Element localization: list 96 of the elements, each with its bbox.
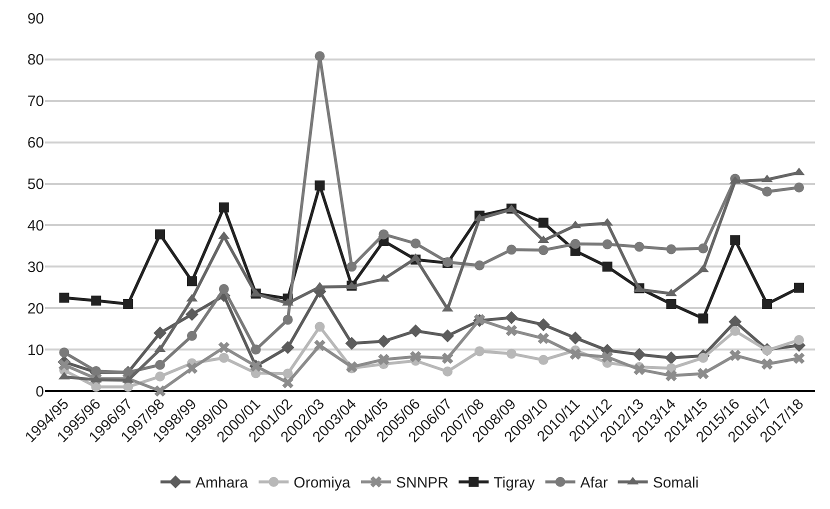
point <box>504 311 518 324</box>
point <box>666 244 676 254</box>
point <box>762 186 772 197</box>
point <box>664 351 678 364</box>
legend-label: Amhara <box>196 474 249 492</box>
point <box>186 276 197 286</box>
y-tick-label: 60 <box>27 134 44 152</box>
point <box>154 326 167 340</box>
y-tick-label: 40 <box>27 217 44 234</box>
point <box>185 308 198 321</box>
point <box>281 340 294 354</box>
point <box>59 347 70 358</box>
point <box>58 359 70 371</box>
point <box>762 298 772 309</box>
y-tick-label: 80 <box>27 52 44 69</box>
point <box>409 324 422 338</box>
point <box>378 229 389 240</box>
point <box>91 382 102 392</box>
point <box>602 239 612 250</box>
point <box>410 238 421 248</box>
point <box>761 358 773 370</box>
point <box>59 292 70 303</box>
point <box>538 354 548 365</box>
point <box>91 366 102 376</box>
point <box>602 351 613 363</box>
point <box>442 366 453 377</box>
point <box>634 242 644 252</box>
point <box>698 313 708 324</box>
legend-label: Oromiya <box>294 474 352 492</box>
point <box>441 329 454 342</box>
point <box>377 334 390 348</box>
point <box>634 364 645 376</box>
point <box>474 260 485 270</box>
point <box>282 314 293 325</box>
point <box>666 370 677 382</box>
point <box>730 235 740 246</box>
point <box>602 262 612 272</box>
point <box>345 336 358 350</box>
point <box>729 350 741 362</box>
point <box>570 238 580 249</box>
point <box>794 182 804 193</box>
point <box>282 377 294 388</box>
y-tick-label: 20 <box>27 300 44 318</box>
point <box>155 371 166 382</box>
point <box>314 180 325 190</box>
point <box>218 202 229 212</box>
point <box>538 218 548 228</box>
y-tick-label: 0 <box>36 383 44 400</box>
point <box>155 229 166 240</box>
point <box>666 298 676 309</box>
point <box>314 340 326 352</box>
point <box>155 360 166 370</box>
point <box>536 318 550 332</box>
point <box>378 354 390 366</box>
point <box>442 352 454 364</box>
y-tick-label: 10 <box>27 342 44 359</box>
point <box>506 348 516 359</box>
point <box>314 322 325 332</box>
point <box>346 262 357 272</box>
point <box>250 344 261 355</box>
point <box>218 342 230 354</box>
point <box>568 331 582 344</box>
point <box>698 368 709 380</box>
y-tick-label: 30 <box>27 258 44 276</box>
point <box>186 362 198 374</box>
point <box>123 298 134 309</box>
point <box>474 346 485 356</box>
point <box>632 348 646 362</box>
y-tick-label: 90 <box>27 10 44 28</box>
point <box>570 348 582 360</box>
point <box>218 284 229 294</box>
point <box>282 368 293 379</box>
point <box>218 352 229 363</box>
point <box>538 332 550 344</box>
point <box>730 326 740 336</box>
point <box>314 51 325 62</box>
legend-label: Somali <box>652 474 699 492</box>
point <box>506 244 516 255</box>
y-tick-label: 70 <box>27 93 44 110</box>
point <box>794 282 804 293</box>
point <box>728 315 742 328</box>
point <box>794 335 804 346</box>
point <box>793 352 805 364</box>
point <box>154 385 166 397</box>
point <box>91 296 102 306</box>
legend-label: Tigray <box>494 474 536 492</box>
legend-label: SNNPR <box>396 474 449 492</box>
point <box>410 350 422 362</box>
point <box>123 382 134 392</box>
point <box>186 330 197 341</box>
y-tick-label: 50 <box>27 176 44 194</box>
point <box>698 243 708 254</box>
legend-label: Afar <box>580 474 608 492</box>
point <box>538 245 548 256</box>
point <box>506 324 518 336</box>
point <box>698 352 708 363</box>
